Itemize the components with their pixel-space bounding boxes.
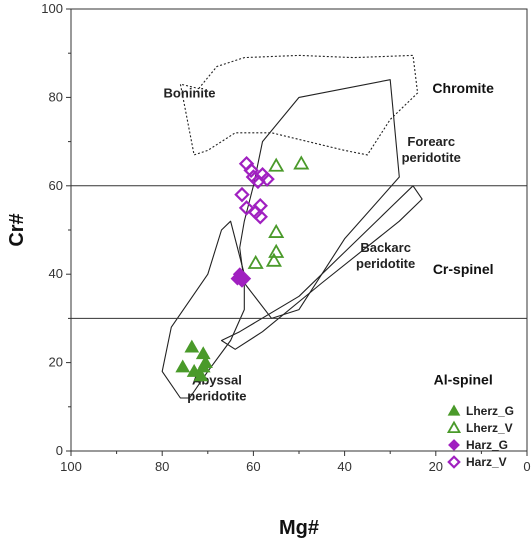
point-lherz-v [265,252,282,267]
x-axis-title: Mg# [279,517,319,539]
legend-label-harz-v: Harz_V [466,455,507,469]
y-tick-label: 60 [49,178,63,193]
legend-label-lherz-g: Lherz_G [466,404,514,418]
field-label-backarc-peridotite: Backarc peridotite [356,240,415,271]
zone-label-al-spinel: Al-spinel [434,372,493,388]
legend-marker-lherz-v [446,420,462,434]
field-label-line: peridotite [187,389,246,404]
point-harz-v [238,200,255,216]
legend-label-harz-g: Harz_G [466,438,508,452]
plot-area [70,8,528,452]
point-lherz-g [198,355,213,368]
field-label-boninite: Boninite [164,85,216,100]
y-tick-label: 0 [56,443,63,458]
x-tick-label: 100 [60,459,82,474]
zone-label-cr-spinel: Cr-spinel [433,261,494,277]
x-tick-label: 20 [429,459,443,474]
legend-label-lherz-v: Lherz_V [466,421,513,435]
point-lherz-g [193,368,209,382]
legend: Lherz_G Lherz_V Harz_G Harz_V [446,404,514,469]
legend-marker-lherz-g [447,404,461,416]
zones-layer: Chromite Cr-spinel Al-spinel [432,80,494,388]
point-harz-v [259,171,275,187]
point-lherz-v [268,223,285,238]
y-axis-title: Cr# [6,213,28,246]
field-label-line: peridotite [356,256,415,271]
field-label-line: Boninite [164,85,216,100]
point-lherz-g [184,339,200,353]
field-label-forearc-peridotite: Forearc peridotite [402,134,461,165]
point-lherz-v [268,157,285,172]
x-tick-label: 40 [337,459,351,474]
legend-marker-harz-v [447,455,461,469]
field-label-abyssal-peridotite: Abyssal peridotite [187,373,246,404]
x-tick-label: 60 [246,459,260,474]
point-harz-g [237,271,252,286]
ticks-layer: 100 80 60 40 20 0 0 20 40 60 80 100 [41,1,530,474]
field-outline-boninite [179,54,419,156]
y-tick-label: 80 [49,89,63,104]
field-label-line: peridotite [402,150,461,165]
field-label-line: Forearc [407,134,455,149]
point-lherz-g [195,346,211,360]
point-harz-v [252,209,268,225]
y-tick-label: 40 [49,266,63,281]
point-harz-v [243,162,259,179]
boundaries-layer [71,185,527,319]
legend-marker-harz-g [448,439,460,451]
point-lherz-g [175,359,191,373]
field-label-line: Backarc [360,240,411,255]
point-lherz-v [247,254,264,269]
points-layer [175,155,310,382]
y-tick-label: 100 [41,1,63,16]
x-tick-label: 0 [523,459,530,474]
point-lherz-v [293,155,310,170]
x-tick-label: 80 [155,459,169,474]
y-tick-label: 20 [49,355,63,370]
zone-label-chromite: Chromite [432,80,494,96]
field-outline-backarc-peridotite [220,185,423,350]
point-harz-v [234,186,250,203]
